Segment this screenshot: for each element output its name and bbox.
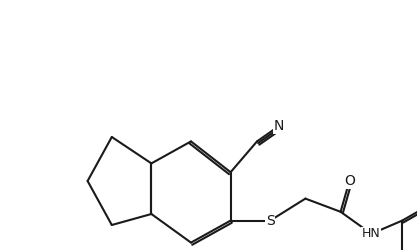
Text: S: S	[266, 214, 274, 228]
Text: HN: HN	[362, 227, 381, 240]
Text: O: O	[344, 174, 355, 188]
Text: N: N	[274, 119, 284, 133]
